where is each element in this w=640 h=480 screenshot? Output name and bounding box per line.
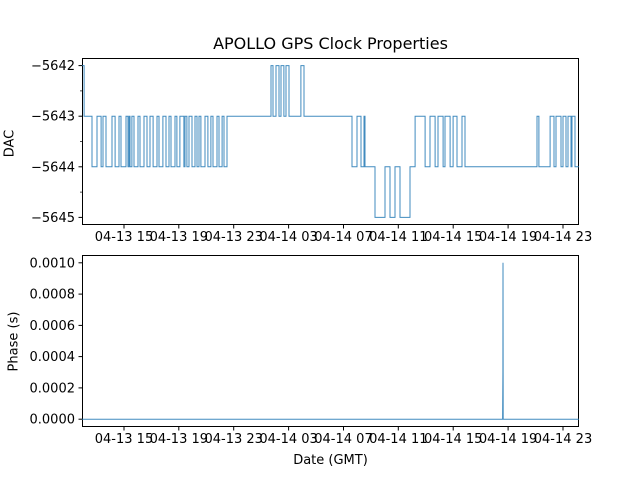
svg-text:−5643: −5643 [31, 110, 75, 125]
svg-text:0.0004: 0.0004 [30, 350, 76, 365]
svg-text:0.0006: 0.0006 [30, 319, 76, 334]
svg-text:04-14 03: 04-14 03 [259, 432, 317, 447]
svg-text:04-14 03: 04-14 03 [259, 230, 317, 245]
svg-text:04-14 19: 04-14 19 [479, 230, 537, 245]
svg-text:04-14 07: 04-14 07 [314, 230, 372, 245]
svg-text:Date (GMT): Date (GMT) [293, 453, 368, 468]
svg-text:04-13 15: 04-13 15 [95, 432, 153, 447]
svg-text:04-13 23: 04-13 23 [204, 230, 262, 245]
svg-text:04-14 15: 04-14 15 [424, 432, 482, 447]
phase-chart: 0.0010 0.0008 0.0006 0.0004 0.0002 0.0000 04-1… [30, 255, 592, 468]
svg-text:−5642: −5642 [31, 59, 75, 74]
svg-text:04-13 15: 04-13 15 [95, 230, 153, 245]
svg-text:04-14 11: 04-14 11 [369, 432, 427, 447]
svg-text:0.0000: 0.0000 [30, 413, 76, 428]
svg-text:04-14 15: 04-14 15 [424, 230, 482, 245]
svg-text:04-13 19: 04-13 19 [150, 230, 208, 245]
svg-text:−5645: −5645 [31, 211, 75, 226]
svg-text:0.0008: 0.0008 [30, 288, 76, 303]
svg-text:04-13 19: 04-13 19 [150, 432, 208, 447]
phase-y-axis-label: Phase (s) [6, 311, 22, 372]
svg-text:0.0010: 0.0010 [30, 256, 76, 271]
svg-text:04-14 19: 04-14 19 [479, 432, 537, 447]
chart-title: APOLLO GPS Clock Properties [213, 34, 448, 53]
dac-y-axis-label: DAC [2, 129, 18, 158]
svg-text:04-13 23: 04-13 23 [204, 432, 262, 447]
svg-text:0.0002: 0.0002 [30, 381, 76, 396]
svg-text:04-14 23: 04-14 23 [534, 230, 592, 245]
svg-text:04-14 23: 04-14 23 [534, 432, 592, 447]
svg-text:−5644: −5644 [31, 160, 75, 175]
svg-text:04-14 07: 04-14 07 [314, 432, 372, 447]
svg-text:04-14 11: 04-14 11 [369, 230, 427, 245]
